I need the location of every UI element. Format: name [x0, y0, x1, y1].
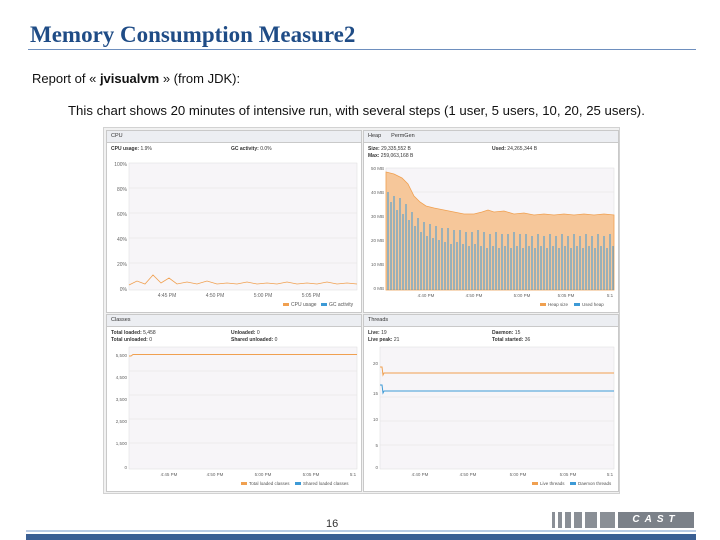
- intro-text: Report of « jvisualvm » (from JDK):: [32, 71, 240, 86]
- heap-y-tick: 30 MB: [371, 214, 384, 219]
- heap-size-legend-label: Heap size: [548, 302, 569, 307]
- threads-y-tick: 20: [373, 361, 379, 366]
- classes-x-tick: 4:50 PM: [207, 472, 224, 477]
- page-number: 16: [326, 518, 339, 530]
- intro-suffix: » (from JDK):: [159, 71, 241, 86]
- cpu-x-tick: 5:00 PM: [254, 293, 273, 299]
- intro-tool: jvisualvm: [99, 71, 160, 86]
- heap-size-legend-swatch: [540, 303, 546, 306]
- cpu-legend-label: CPU usage: [291, 302, 317, 308]
- classes-chart: 5,500 4,500 3,500 2,500 1,500 0 4:45 PM …: [116, 346, 358, 486]
- classes-shared-legend-label: Shared loaded classes: [303, 481, 349, 486]
- classes-loaded-legend-label: Total loaded classes: [249, 481, 290, 486]
- daemon-threads-legend-swatch: [570, 482, 576, 485]
- heap-x-tick: 5:05 PM: [558, 293, 575, 298]
- heap-chart: 50 MB 40 MB 30 MB 20 MB 10 MB 0 MB 4:40 …: [371, 166, 615, 307]
- gc-stats: GC activity: 0.0%: [231, 146, 272, 152]
- live-threads-legend-label: Live threads: [540, 481, 565, 486]
- cpu-y-tick: 0%: [120, 287, 128, 293]
- heap-y-tick: 40 MB: [371, 190, 384, 195]
- classes-loaded-legend-swatch: [241, 482, 247, 485]
- footer-band: [26, 534, 696, 540]
- intro-prefix: Report of «: [32, 71, 100, 86]
- cpu-x-tick: 4:50 PM: [206, 293, 225, 299]
- classes-y-tick: 0: [124, 465, 127, 470]
- heap-x-tick: 5:1: [607, 293, 614, 298]
- heap-used-stats: Used: 24,265,344 B: [492, 146, 538, 152]
- gc-legend-label: GC activity: [329, 302, 354, 308]
- classes-panel: Classes Total loaded: 5,458 Total unload…: [106, 314, 362, 492]
- cpu-y-tick: 40%: [117, 237, 128, 243]
- threads-tab[interactable]: Threads: [364, 315, 618, 327]
- classes-y-tick: 2,500: [116, 419, 128, 424]
- cpu-x-tick: 5:05 PM: [302, 293, 321, 299]
- classes-x-tick: 5:00 PM: [255, 472, 272, 477]
- classes-shared-legend-swatch: [295, 482, 301, 485]
- cpu-y-tick: 100%: [114, 162, 127, 168]
- classes-tab[interactable]: Classes: [107, 315, 361, 327]
- threads-y-tick: 10: [373, 417, 379, 422]
- heap-panel: Heap PermGen Size: 29,335,552 B Max: 259,…: [363, 130, 619, 313]
- live-threads-legend-swatch: [532, 482, 538, 485]
- daemon-threads-line: [380, 384, 614, 395]
- threads-y-tick: 15: [373, 391, 379, 396]
- heap-size-stats: Size: 29,335,552 B Max: 259,063,168 B: [368, 146, 414, 159]
- used-heap-legend-label: Used heap: [582, 302, 604, 307]
- footer-light-band: [26, 530, 696, 532]
- threads-x-tick: 4:40 PM: [412, 472, 429, 477]
- cpu-x-tick: 4:45 PM: [158, 293, 177, 299]
- classes-x-tick: 5:05 PM: [303, 472, 320, 477]
- heap-size-area: [385, 171, 615, 291]
- threads-x-tick: 5:00 PM: [510, 472, 527, 477]
- heap-y-tick: 50 MB: [371, 166, 384, 171]
- heap-y-tick: 0 MB: [373, 286, 384, 291]
- heap-y-tick: 20 MB: [371, 238, 384, 243]
- cpu-y-tick: 20%: [117, 262, 128, 268]
- heap-x-tick: 5:00 PM: [514, 293, 531, 298]
- visualvm-screenshot: CPU CPU usage: 1.9% GC activity: 0.0% 10…: [103, 127, 620, 494]
- cpu-usage-line: [128, 274, 358, 286]
- classes-y-tick: 1,500: [116, 441, 128, 446]
- cpu-stats: CPU usage: 1.9%: [111, 146, 152, 152]
- threads-y-tick: 0: [375, 465, 378, 470]
- daemon-threads-legend-label: Daemon threads: [578, 481, 612, 486]
- classes-x-tick: 4:45 PM: [161, 472, 178, 477]
- heap-used-series: [387, 192, 614, 290]
- threads-x-tick: 4:50 PM: [460, 472, 477, 477]
- classes-unloaded-stats: Unloaded: 0 Shared unloaded: 0: [231, 330, 278, 343]
- threads-panel: Threads Live: 19 Live peak: 21 Daemon: 1…: [363, 314, 619, 492]
- threads-chart: 20 15 10 5 0 4:40 PM 4:50 PM 5:00 PM 5:0…: [373, 346, 615, 486]
- heap-tabs[interactable]: Heap PermGen: [364, 131, 618, 143]
- chart-description: This chart shows 20 minutes of intensive…: [68, 103, 645, 118]
- classes-y-tick: 4,500: [116, 375, 128, 380]
- classes-loaded-line: [129, 354, 357, 357]
- gc-legend-swatch: [321, 303, 327, 306]
- classes-y-tick: 3,500: [116, 397, 128, 402]
- threads-x-tick: 5:05 PM: [560, 472, 577, 477]
- classes-y-tick: 5,500: [116, 353, 128, 358]
- brand-name: CAST: [618, 512, 694, 528]
- classes-x-tick: 5:1: [350, 472, 357, 477]
- live-threads-line: [380, 366, 614, 377]
- cpu-legend-swatch: [283, 303, 289, 306]
- cpu-tab[interactable]: CPU: [107, 131, 361, 143]
- slide-title: Memory Consumption Measure2: [30, 22, 356, 47]
- used-heap-legend-swatch: [574, 303, 580, 306]
- cpu-y-tick: 80%: [117, 187, 128, 193]
- cpu-chart: 100% 80% 60% 40% 20% 0% 4:45 PM 4:50 PM …: [114, 162, 358, 308]
- heap-y-tick: 10 MB: [371, 262, 384, 267]
- threads-daemon-stats: Daemon: 15 Total started: 36: [492, 330, 531, 343]
- cpu-y-tick: 60%: [117, 212, 128, 218]
- threads-live-stats: Live: 19 Live peak: 21: [368, 330, 400, 343]
- title-rule: [28, 49, 696, 50]
- heap-x-tick: 4:40 PM: [418, 293, 435, 298]
- cpu-panel: CPU CPU usage: 1.9% GC activity: 0.0% 10…: [106, 130, 362, 313]
- threads-x-tick: 5:1: [607, 472, 614, 477]
- threads-y-tick: 5: [375, 443, 378, 448]
- classes-loaded-stats: Total loaded: 5,458 Total unloaded: 0: [111, 330, 156, 343]
- heap-x-tick: 4:50 PM: [466, 293, 483, 298]
